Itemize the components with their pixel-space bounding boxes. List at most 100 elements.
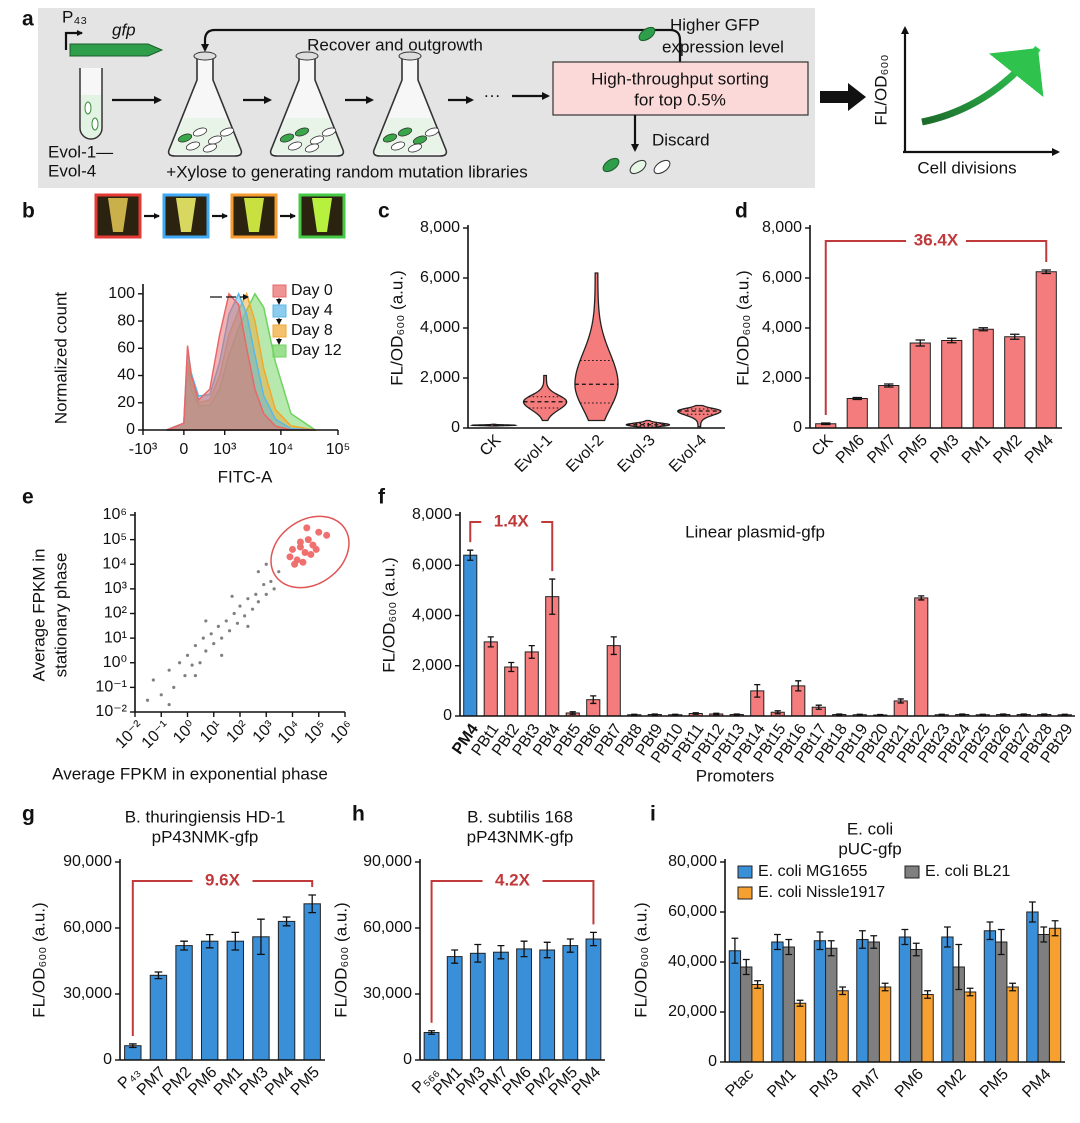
y-tick-label: 0 (103, 1051, 112, 1068)
error-bar (978, 327, 988, 332)
bar (585, 938, 602, 1061)
bar (423, 1032, 440, 1061)
bar (728, 950, 742, 1063)
point (232, 611, 236, 616)
error-bar (520, 940, 528, 958)
trend-arrow (921, 45, 1044, 126)
error-bar (839, 986, 846, 996)
y-tick-label: 60,000 (63, 919, 112, 936)
x-tick-label: PM6 (833, 432, 868, 467)
point (256, 570, 260, 574)
point (227, 629, 232, 633)
bracket-label-bg (906, 231, 966, 251)
point (304, 536, 312, 544)
error-bar (856, 713, 863, 716)
annotation: 4.2X (495, 870, 531, 889)
error-bar (836, 713, 843, 716)
x-tick-label: PM3 (927, 432, 962, 467)
y-axis-label: FL/OD₆₀₀ (a.u.) (387, 270, 406, 385)
point (201, 636, 205, 640)
cell (321, 127, 337, 137)
cell (202, 143, 218, 153)
violin (574, 272, 619, 422)
bar (825, 947, 838, 1063)
error-bar (231, 931, 240, 951)
y-tick-label: 100 (108, 285, 135, 302)
violin (522, 374, 568, 422)
legend-swatch (272, 344, 287, 358)
point (299, 558, 307, 566)
error-bar (785, 938, 793, 956)
y-tick-label: 0 (793, 419, 802, 436)
error-bar (774, 710, 781, 715)
error-bar (154, 971, 163, 980)
y-tick-label: 8,000 (762, 219, 802, 236)
bar (1037, 934, 1050, 1063)
cell (390, 141, 406, 151)
point (312, 545, 320, 553)
panel-label: b (22, 200, 35, 223)
error-bar (918, 595, 925, 601)
legend-swatch (737, 865, 753, 879)
y-tick-label: 80 (117, 312, 135, 329)
error-bar (754, 683, 761, 698)
panel-label: c (378, 200, 390, 223)
error-bar (859, 930, 866, 949)
bar (469, 952, 486, 1061)
xylose-label: +Xylose to generating random mutation li… (166, 162, 527, 181)
bar (524, 651, 539, 717)
y-tick-label: 60,000 (668, 903, 717, 920)
inset-x-label: Cell divisions (917, 158, 1016, 177)
x-axis-label: Average FPKM in exponential phase (52, 764, 328, 783)
point (190, 663, 194, 667)
point (145, 698, 150, 702)
chart-title: pUC-gfp (838, 839, 901, 858)
y-axis-label: Average FPKM in (29, 549, 48, 682)
point (323, 531, 331, 539)
point (167, 668, 171, 672)
point (254, 592, 258, 596)
error-bar (1040, 926, 1048, 943)
error-bar (180, 940, 188, 951)
point (151, 678, 155, 682)
point (272, 587, 276, 591)
error-bar (474, 943, 482, 963)
panel-label: d (735, 200, 748, 223)
promoter-arrow (64, 30, 83, 50)
x-tick-label: 10⁶ (328, 718, 357, 747)
error-bar (549, 578, 556, 615)
bar (516, 948, 532, 1061)
x-tick-label: 10⁴ (275, 718, 305, 748)
bar (995, 941, 1008, 1063)
promoter-label: P₄₃ (62, 7, 87, 26)
bracket-label-bg (192, 871, 253, 891)
y-tick-label: 20 (117, 394, 135, 411)
error-bar (451, 949, 459, 964)
point (296, 538, 304, 546)
point (220, 653, 224, 657)
x-tick-label: -10³ (129, 441, 158, 458)
y-tick-label: 20,000 (668, 1003, 717, 1020)
bar (836, 990, 849, 1063)
x-tick-label: 10⁵ (301, 718, 330, 747)
cell (192, 127, 208, 137)
legend-label: Day 4 (291, 302, 333, 319)
point (204, 619, 208, 623)
error-bar (959, 713, 966, 716)
error-bar (816, 931, 824, 951)
point (291, 560, 299, 568)
error-bar (1041, 269, 1051, 275)
error-bar (205, 933, 214, 949)
higher-label: expression level (662, 37, 784, 56)
error-bar (1010, 333, 1020, 340)
point (212, 641, 216, 646)
tube-image-row (94, 193, 346, 239)
y-axis-label: FL/OD₆₀₀ (a.u.) (379, 557, 398, 672)
bar (1035, 271, 1057, 429)
y-tick-label: 60,000 (363, 919, 412, 936)
panel-label: h (352, 803, 365, 826)
point (296, 543, 304, 551)
chart-title: Linear plasmid-gfp (685, 522, 825, 541)
bar (252, 936, 270, 1061)
y-tick-label: 10⁶ (103, 506, 127, 523)
